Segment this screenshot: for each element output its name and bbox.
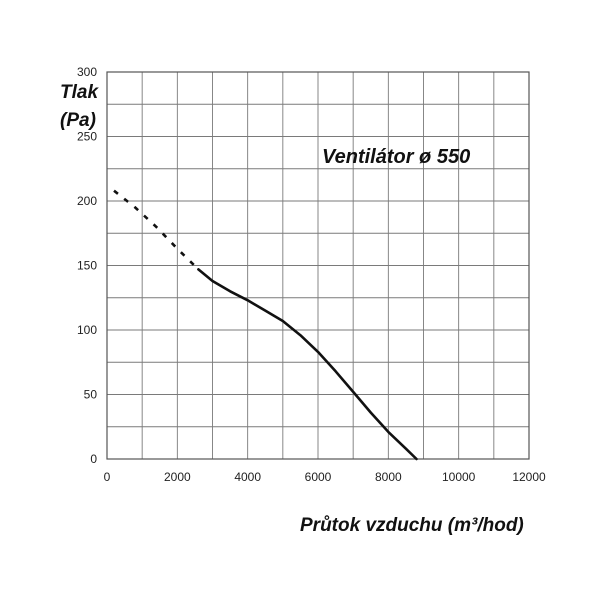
plot-frame (106, 71, 530, 460)
curve-solid-segment (197, 268, 418, 461)
y-tick-label: 250 (77, 130, 97, 144)
x-axis-title: Průtok vzduchu (m³/hod) (300, 515, 524, 536)
y-tick-label: 0 (90, 452, 97, 466)
y-tick-label: 50 (84, 388, 98, 402)
x-tick-label: 10000 (442, 470, 476, 484)
grid (107, 72, 529, 459)
y-axis-title-line1: Tlak (60, 82, 99, 103)
x-tick-labels: 0 2000 4000 6000 8000 10000 12000 (104, 470, 546, 484)
x-tick-label: 0 (104, 470, 111, 484)
y-tick-labels: 0 50 100 150 200 250 300 (77, 65, 97, 466)
y-axis-title-line2: (Pa) (60, 110, 96, 131)
chart-title: Ventilátor ø 550 (322, 146, 470, 168)
x-tick-label: 4000 (234, 470, 261, 484)
y-tick-label: 100 (77, 323, 97, 337)
x-tick-label: 8000 (375, 470, 402, 484)
curve-dashed-segment (113, 189, 200, 271)
x-tick-label: 12000 (512, 470, 546, 484)
series-group (113, 189, 418, 461)
x-tick-label: 2000 (164, 470, 191, 484)
y-tick-label: 150 (77, 259, 97, 273)
y-tick-label: 200 (77, 194, 97, 208)
x-tick-label: 6000 (305, 470, 332, 484)
y-tick-label: 300 (77, 65, 97, 79)
